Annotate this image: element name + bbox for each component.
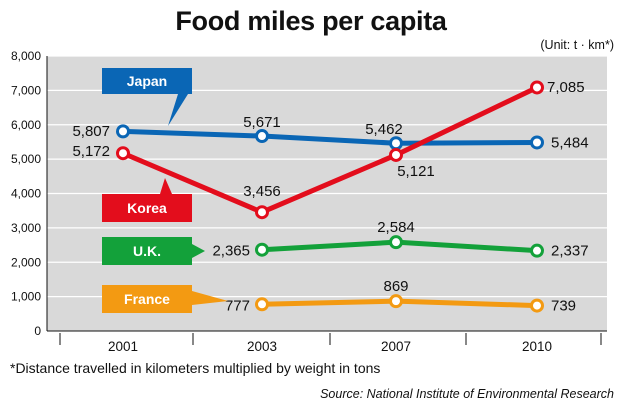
- series-tag-label: Korea: [127, 200, 167, 216]
- tag-box: [102, 194, 192, 222]
- data-point-korea: [255, 205, 269, 220]
- data-point-france: [389, 294, 403, 309]
- series-tag-korea: Korea: [102, 178, 192, 222]
- tag-pointer: [192, 244, 205, 258]
- series-tag-label: France: [124, 291, 170, 307]
- y-tick-label: 2,000: [11, 255, 41, 269]
- data-point-japan: [116, 124, 130, 139]
- series-tag-france: France: [102, 285, 228, 313]
- data-point-uk: [255, 242, 269, 257]
- tag-pointer: [168, 94, 188, 126]
- data-point-korea: [116, 146, 130, 161]
- y-tick-label: 6,000: [11, 118, 41, 132]
- x-tick-label: 2001: [108, 339, 138, 354]
- x-tick-label: 2007: [381, 339, 411, 354]
- tag-box: [102, 285, 192, 313]
- data-point-uk: [530, 243, 544, 258]
- source-note: Source: National Institute of Environmen…: [320, 387, 614, 401]
- x-tick-label: 2003: [247, 339, 277, 354]
- data-point-japan: [389, 136, 403, 151]
- y-tick-label: 1,000: [11, 290, 41, 304]
- y-tick-label: 0: [34, 324, 41, 338]
- footnote: *Distance travelled in kilometers multip…: [10, 360, 381, 376]
- data-point-france: [255, 297, 269, 312]
- series-tag-label: U.K.: [133, 243, 161, 259]
- data-label-uk: 2,584: [377, 219, 415, 236]
- series-tag-uk: U.K.: [102, 237, 205, 265]
- data-label-france: 869: [383, 278, 408, 295]
- data-label-korea: 5,121: [397, 163, 435, 180]
- series-tag-japan: Japan: [102, 68, 192, 126]
- y-tick-label: 7,000: [11, 83, 41, 97]
- data-point-france: [530, 298, 544, 313]
- data-point-korea: [389, 147, 403, 162]
- series-line-korea: [120, 84, 540, 215]
- data-label-korea: 5,172: [72, 143, 110, 160]
- data-label-korea: 3,456: [243, 183, 281, 200]
- data-label-france: 739: [551, 298, 576, 315]
- chart-title: Food miles per capita: [175, 6, 447, 36]
- data-point-korea: [530, 80, 544, 95]
- data-label-japan: 5,462: [365, 121, 403, 138]
- tag-pointer: [192, 291, 228, 305]
- data-point-japan: [255, 129, 269, 144]
- unit-note: (Unit: t · km*): [540, 38, 614, 52]
- tag-box: [102, 68, 192, 94]
- y-tick-label: 8,000: [11, 49, 41, 63]
- data-label-france: 777: [225, 297, 250, 314]
- y-tick-label: 4,000: [11, 187, 41, 201]
- y-tick-label: 5,000: [11, 152, 41, 166]
- data-label-japan: 5,807: [72, 123, 110, 140]
- data-label-japan: 5,484: [551, 134, 589, 151]
- data-label-japan: 5,671: [243, 114, 281, 131]
- series-tag-label: Japan: [127, 73, 167, 89]
- data-point-uk: [389, 235, 403, 250]
- tag-pointer: [160, 178, 172, 194]
- series-line-japan: [120, 128, 540, 146]
- data-label-uk: 2,337: [551, 243, 589, 260]
- x-tick-label: 2010: [522, 339, 552, 354]
- tag-box: [102, 237, 192, 265]
- data-label-korea: 7,085: [547, 79, 585, 96]
- data-label-uk: 2,365: [212, 243, 250, 260]
- y-tick-label: 3,000: [11, 221, 41, 235]
- data-point-japan: [530, 135, 544, 150]
